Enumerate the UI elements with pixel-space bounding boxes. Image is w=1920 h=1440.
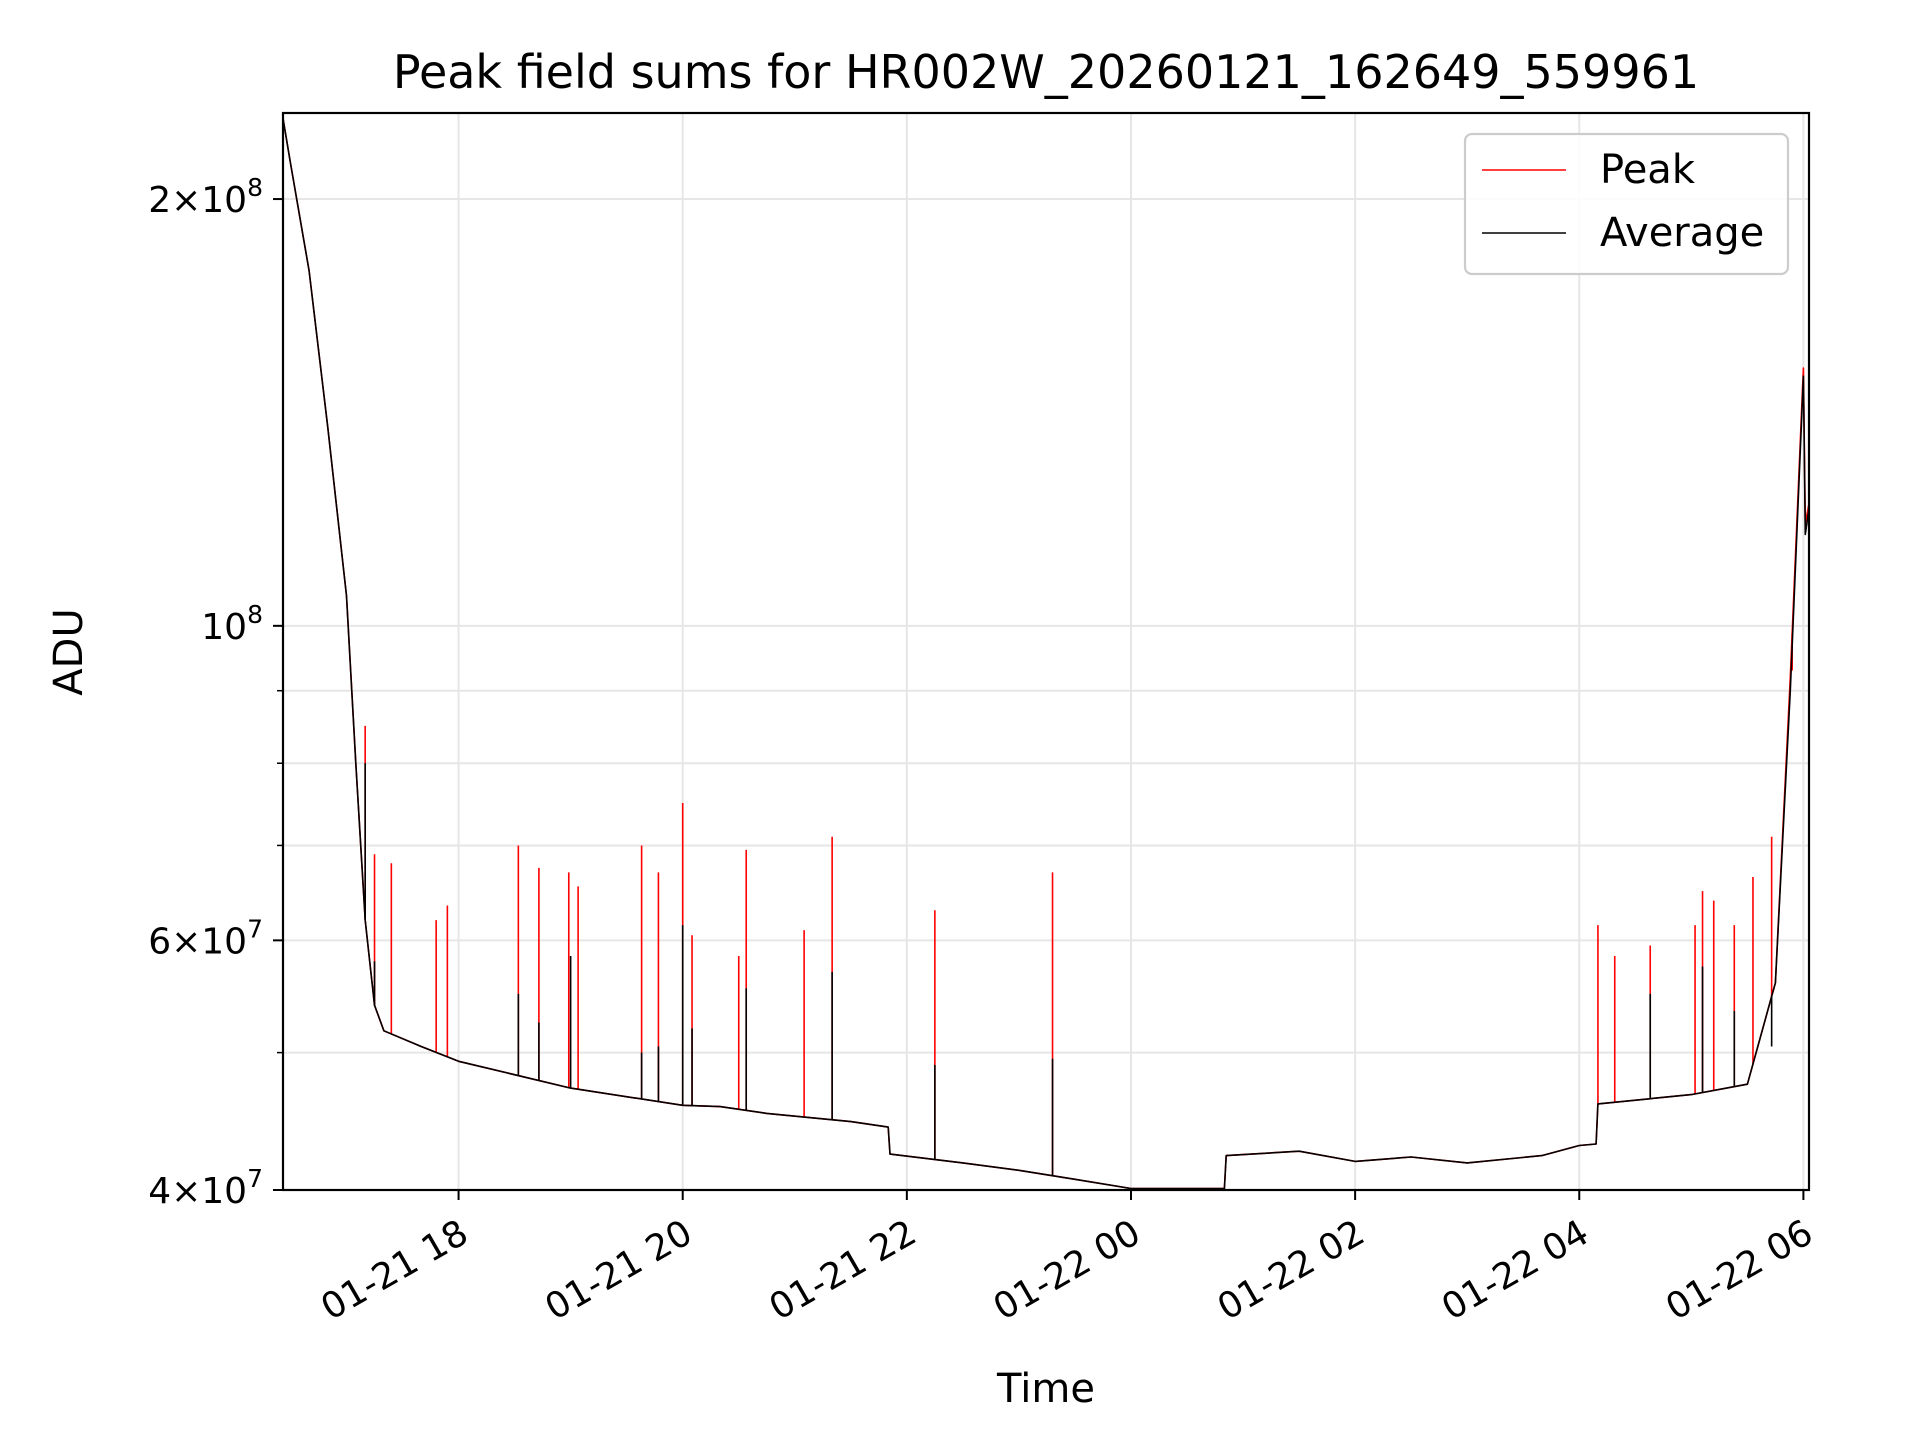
series-layer <box>283 118 1809 1190</box>
y-axis-label: ADU <box>46 608 92 695</box>
x-axis-label: Time <box>996 1366 1095 1412</box>
legend-label-peak: Peak <box>1600 147 1696 193</box>
y-tick-label: 6×107 <box>148 914 263 962</box>
y-tick-label: 4×107 <box>148 1164 263 1212</box>
series-line-average <box>283 118 1809 1190</box>
legend: Peak Average <box>1463 132 1790 276</box>
chart-title: Peak field sums for HR002W_20260121_1626… <box>393 45 1699 99</box>
y-tick-label: 108 <box>201 600 263 648</box>
legend-box <box>1463 132 1790 276</box>
plot-frame <box>281 111 1811 1192</box>
legend-label-average: Average <box>1600 210 1764 256</box>
y-tick-label: 2×108 <box>148 173 263 221</box>
